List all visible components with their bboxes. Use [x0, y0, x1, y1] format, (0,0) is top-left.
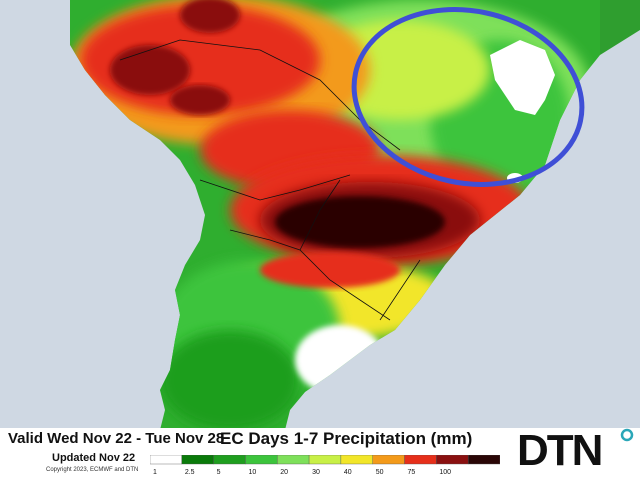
legend-swatch [277, 455, 310, 465]
precipitation-map [70, 0, 640, 430]
legend-swatch [308, 455, 342, 465]
legend-tick-label: 1 [153, 469, 157, 476]
footer-panel: Valid Wed Nov 22 - Tue Nov 28 Updated No… [0, 426, 640, 480]
legend-tick-label: 75 [408, 469, 416, 476]
legend-swatch [467, 455, 500, 465]
precipitation-legend: 1 2.5 5 10 20 30 40 50 75 100 [150, 455, 500, 476]
copyright-text: Copyright 2023, ECMWF and DTN [46, 467, 139, 473]
legend-tick-label: 2.5 [185, 469, 195, 476]
updated-text: Updated Nov 22 [52, 452, 136, 464]
legend-swatch [404, 455, 437, 465]
legend-swatch [340, 455, 373, 465]
dtn-logo-dot-icon [620, 428, 634, 442]
dtn-logo-text: DTN [517, 426, 603, 475]
dry-area [490, 40, 555, 115]
legend-tick-label: 40 [344, 469, 352, 476]
legend-swatch [372, 455, 405, 465]
legend-swatch [213, 455, 246, 465]
highlight-ellipse [351, 7, 585, 187]
legend-swatch [245, 455, 278, 465]
product-title: EC Days 1-7 Precipitation (mm) [220, 429, 473, 448]
legend-tick-label: 10 [248, 469, 256, 476]
legend-swatch [436, 455, 469, 465]
legend-swatch [181, 455, 214, 465]
legend-swatch [150, 455, 183, 465]
legend-tick-label: 30 [312, 469, 320, 476]
legend-tick-label: 5 [217, 469, 221, 476]
legend-tick-label: 50 [376, 469, 384, 476]
legend-tick-label: 20 [280, 469, 288, 476]
valid-range-text: Valid Wed Nov 22 - Tue Nov 28 [8, 430, 225, 447]
legend-tick-label: 100 [439, 469, 451, 476]
